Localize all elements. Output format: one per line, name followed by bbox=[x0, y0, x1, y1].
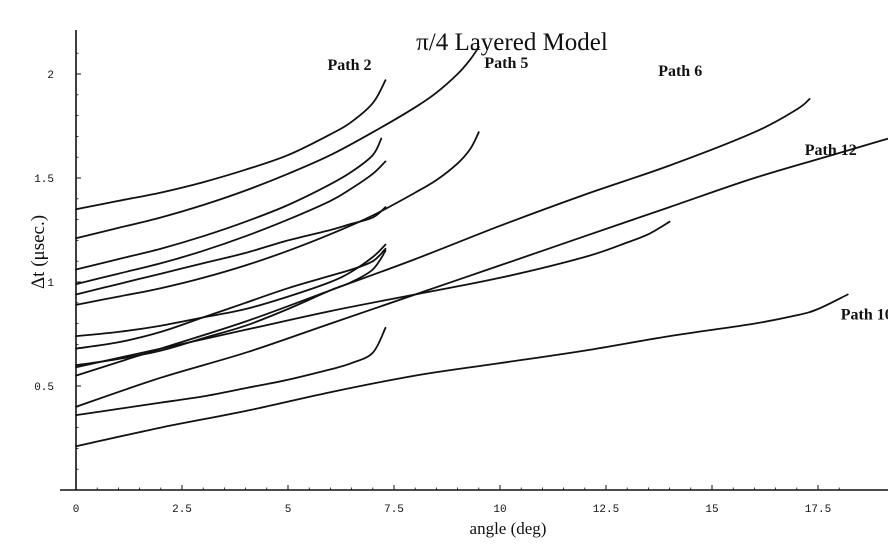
x-tick-label: 17.5 bbox=[805, 504, 831, 516]
curve-12 bbox=[75, 220, 671, 369]
curve-label: Path 6 bbox=[658, 63, 702, 80]
curve-11 bbox=[75, 137, 888, 408]
curve-label: Path 2 bbox=[327, 57, 371, 74]
chart-title: π/4 Layered Model bbox=[416, 29, 608, 56]
curves-group bbox=[75, 46, 888, 448]
x-tick-label: 7.5 bbox=[384, 504, 404, 516]
axes-group: 0 2.5 5 7.5 10 12.5 15 17.5 0.5 1 1.5 2 bbox=[34, 30, 888, 516]
curve-14 bbox=[75, 293, 849, 448]
x-tick-label: 2.5 bbox=[172, 504, 192, 516]
curve-1 bbox=[75, 79, 387, 211]
curve-4 bbox=[75, 160, 387, 285]
curve-6 bbox=[75, 206, 387, 296]
curve-label: Path 5 bbox=[484, 55, 528, 72]
x-tick-label: 10 bbox=[493, 504, 506, 516]
curve-10 bbox=[75, 98, 811, 377]
curve-2 bbox=[75, 46, 480, 240]
curve-8 bbox=[75, 247, 387, 350]
curve-7 bbox=[75, 243, 387, 337]
curve-5 bbox=[75, 131, 480, 306]
y-tick-label: 1.5 bbox=[34, 174, 54, 186]
x-axis-label: angle (deg) bbox=[470, 519, 547, 538]
x-tick-label: 0 bbox=[73, 504, 80, 516]
curve-13 bbox=[75, 326, 387, 416]
x-tick-label: 12.5 bbox=[593, 504, 619, 516]
y-tick-label: 0.5 bbox=[34, 382, 54, 394]
curve-label: Path 12 bbox=[805, 142, 857, 159]
curve-label: Path 10 bbox=[841, 306, 888, 323]
y-tick-label: 2 bbox=[47, 70, 54, 82]
y-tick-label: 1 bbox=[47, 278, 54, 290]
x-tick-label: 5 bbox=[285, 504, 292, 516]
x-tick-label: 15 bbox=[705, 504, 718, 516]
y-axis-label: Δt (μsec.) bbox=[28, 215, 49, 289]
curve-3 bbox=[75, 137, 383, 271]
